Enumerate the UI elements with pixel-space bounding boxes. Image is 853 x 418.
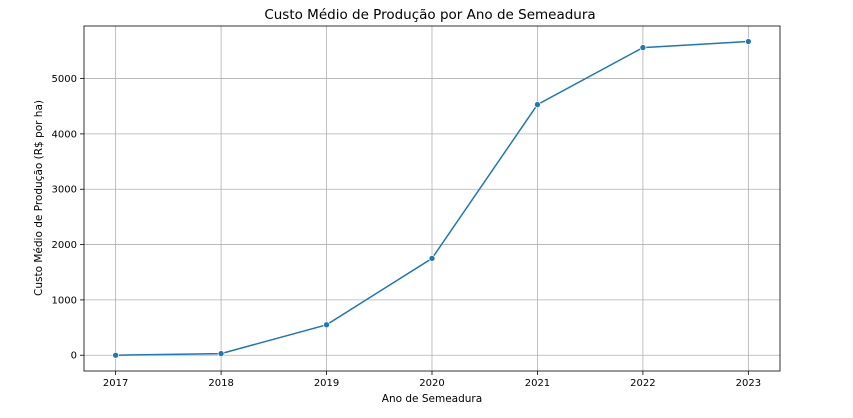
data-point (323, 321, 330, 329)
x-tick-label: 2018 (208, 378, 233, 389)
data-point (639, 44, 647, 51)
data-point (745, 38, 752, 45)
x-axis-label: Ano de Semeadura (382, 393, 482, 405)
y-tick-label: 0 (71, 351, 77, 362)
grid (84, 26, 780, 371)
chart-title: Custo Médio de Produção por Ano de Semea… (264, 7, 595, 23)
data-point (428, 255, 436, 262)
x-tick-label: 2021 (525, 378, 550, 389)
x-tick-label: 2019 (314, 378, 339, 389)
series-layer (112, 38, 752, 359)
y-tick-label: 2000 (52, 240, 77, 251)
plot-frame (83, 25, 781, 372)
axes: 2017 2018 2019 2020 2021 2022 2023 0 1000 2000 300… (52, 74, 762, 389)
y-tick-label: 3000 (52, 185, 77, 196)
y-axis-label: Custo Médio de Produção (R$ por ha) (33, 100, 45, 296)
x-tick-label: 2023 (736, 378, 761, 389)
y-tick-label: 4000 (52, 129, 77, 140)
y-tick-label: 1000 (52, 295, 77, 306)
x-tick-label: 2017 (103, 378, 128, 389)
x-tick-label: 2020 (419, 378, 444, 389)
data-point (217, 350, 225, 357)
data-point (112, 351, 119, 359)
x-tick-label: 2022 (630, 378, 655, 389)
y-tick-label: 5000 (52, 74, 77, 85)
data-point (534, 101, 541, 108)
